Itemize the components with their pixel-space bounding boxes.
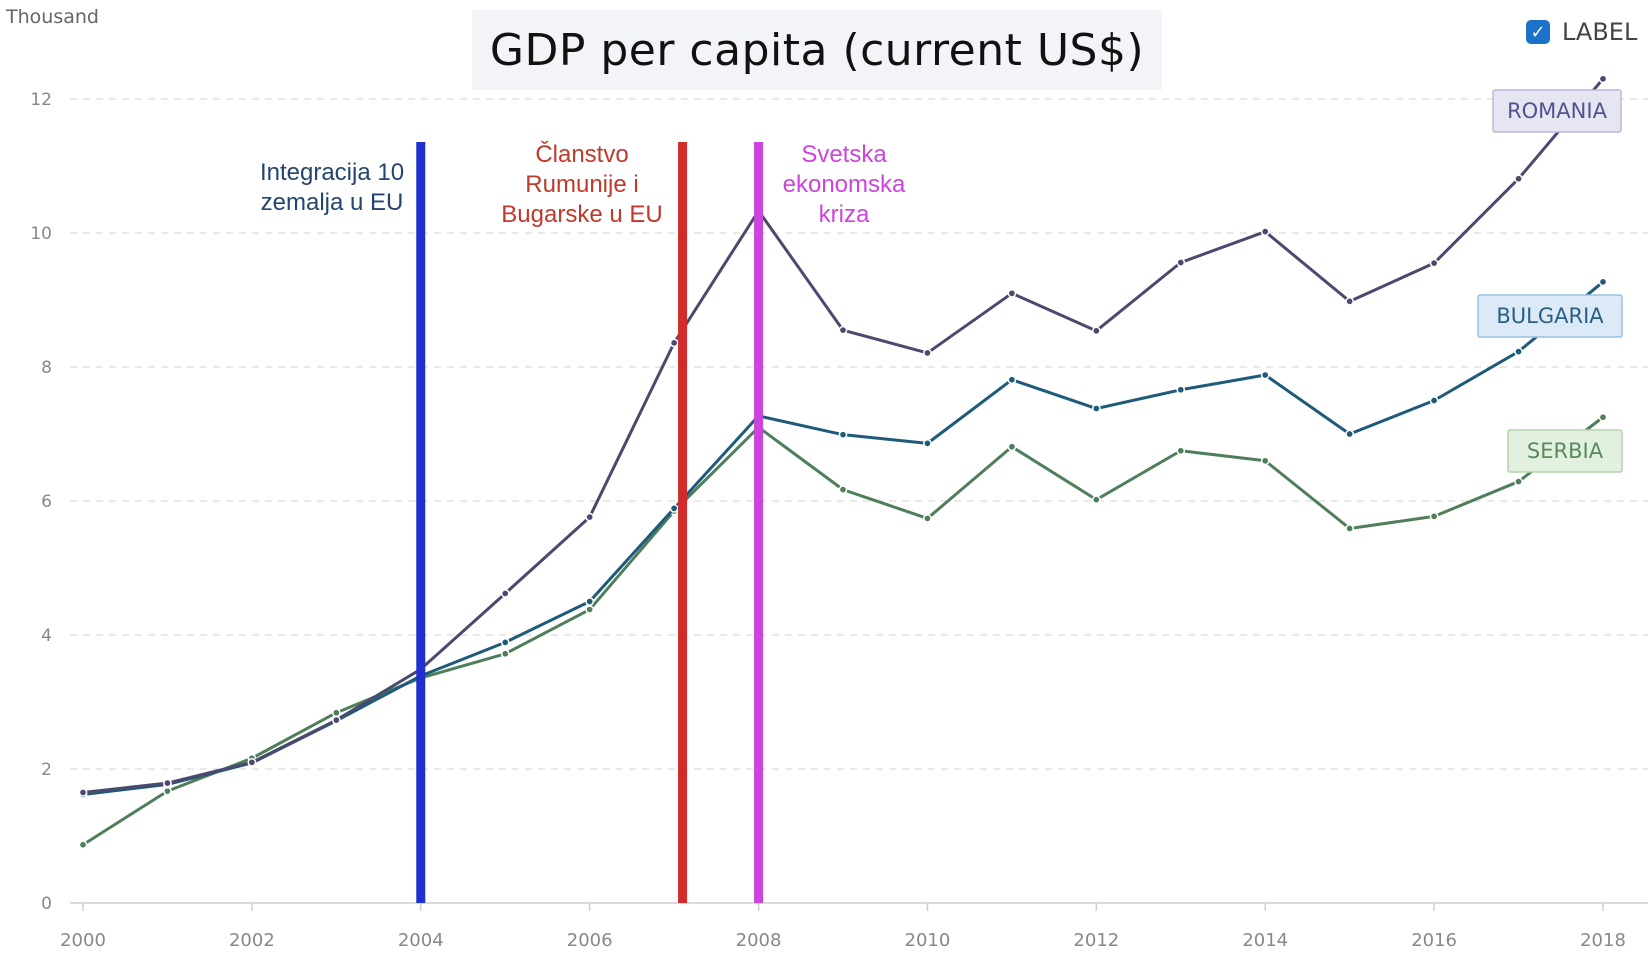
y-tick-label: 10 [30, 224, 52, 244]
data-point-romania [1091, 326, 1101, 336]
data-point-bulgaria [1598, 277, 1608, 287]
x-tick-label: 2000 [60, 930, 106, 951]
x-tick-label: 2002 [229, 930, 275, 951]
series-line-serbia [81, 415, 1605, 847]
data-point-bulgaria [1176, 385, 1186, 395]
data-point-romania [247, 757, 257, 767]
series-label-romania: ROMANIA [1507, 99, 1608, 123]
data-point-serbia [78, 840, 88, 850]
series-label-box [1492, 89, 1622, 133]
data-point-romania [669, 338, 679, 348]
data-point-romania [1514, 174, 1523, 184]
annotation-text: zemalja u EU [261, 189, 404, 216]
data-point-bulgaria [1091, 404, 1101, 413]
y-tick-label: 4 [41, 626, 52, 646]
x-tick-label: 2018 [1580, 930, 1626, 951]
data-point-romania [1007, 288, 1017, 298]
data-point-romania [1176, 258, 1186, 267]
label-toggle[interactable]: ✓ LABEL [1526, 18, 1637, 46]
y-axis-unit-label: Thousand [6, 6, 99, 28]
annotation-text: Bugarske u EU [501, 201, 662, 228]
data-point-serbia [585, 605, 595, 614]
data-point-serbia [1598, 412, 1608, 422]
data-point-serbia [838, 485, 848, 494]
data-point-serbia [1091, 495, 1101, 505]
data-point-serbia [1514, 477, 1523, 486]
data-point-bulgaria [669, 504, 679, 513]
x-tick-label: 2008 [736, 930, 782, 951]
data-point-serbia [500, 649, 510, 659]
x-tick-label: 2014 [1242, 930, 1288, 951]
annotation-text: Rumunije i [525, 171, 638, 198]
data-point-bulgaria [838, 430, 848, 440]
data-point-serbia [923, 514, 932, 523]
data-point-romania [1260, 227, 1270, 237]
checkmark-icon[interactable]: ✓ [1526, 20, 1550, 44]
data-point-romania [1345, 296, 1355, 306]
data-point-serbia [1429, 512, 1439, 521]
label-toggle-text: LABEL [1562, 18, 1638, 46]
data-point-romania [1429, 258, 1439, 268]
data-point-bulgaria [1260, 370, 1270, 380]
x-tick-label: 2010 [905, 930, 951, 951]
data-point-bulgaria [923, 439, 932, 448]
y-tick-label: 8 [41, 358, 52, 378]
chart-title: GDP per capita (current US$) [472, 10, 1162, 90]
x-tick-label: 2004 [398, 930, 444, 951]
series-line-bulgaria [81, 280, 1605, 796]
data-point-romania [331, 715, 341, 725]
annotation-text: Integracija 10 [260, 159, 404, 186]
data-point-romania [923, 348, 932, 358]
data-point-serbia [1007, 442, 1017, 452]
data-point-serbia [331, 708, 341, 718]
annotation-text: Svetska [801, 141, 887, 168]
data-point-serbia [1260, 456, 1270, 466]
data-point-romania [585, 512, 595, 522]
x-tick-label: 2006 [567, 930, 613, 951]
y-tick-label: 12 [30, 90, 52, 110]
y-tick-label: 6 [41, 492, 52, 512]
series-label-box [1477, 294, 1623, 338]
annotation-text: Članstvo [535, 140, 628, 168]
data-point-romania [163, 778, 172, 788]
y-tick-label: 0 [41, 894, 52, 914]
data-point-romania [838, 325, 848, 335]
data-point-bulgaria [1429, 396, 1439, 405]
series-label-box [1507, 429, 1623, 473]
data-point-serbia [1345, 524, 1355, 533]
data-point-romania [1598, 74, 1608, 84]
data-point-bulgaria [1007, 375, 1017, 385]
data-point-serbia [1176, 446, 1186, 456]
annotation-text: kriza [819, 201, 870, 228]
series-label-serbia: SERBIA [1527, 439, 1604, 463]
data-point-bulgaria [500, 638, 510, 647]
series-label-bulgaria: BULGARIA [1496, 304, 1604, 328]
data-point-romania [78, 788, 88, 797]
data-point-bulgaria [585, 597, 595, 606]
data-point-romania [500, 589, 510, 598]
y-tick-label: 2 [41, 760, 52, 780]
annotation-text: ekonomska [783, 171, 906, 198]
x-tick-label: 2016 [1411, 930, 1457, 951]
data-point-bulgaria [1345, 429, 1355, 439]
x-tick-label: 2012 [1073, 930, 1119, 951]
data-point-bulgaria [1514, 347, 1523, 356]
